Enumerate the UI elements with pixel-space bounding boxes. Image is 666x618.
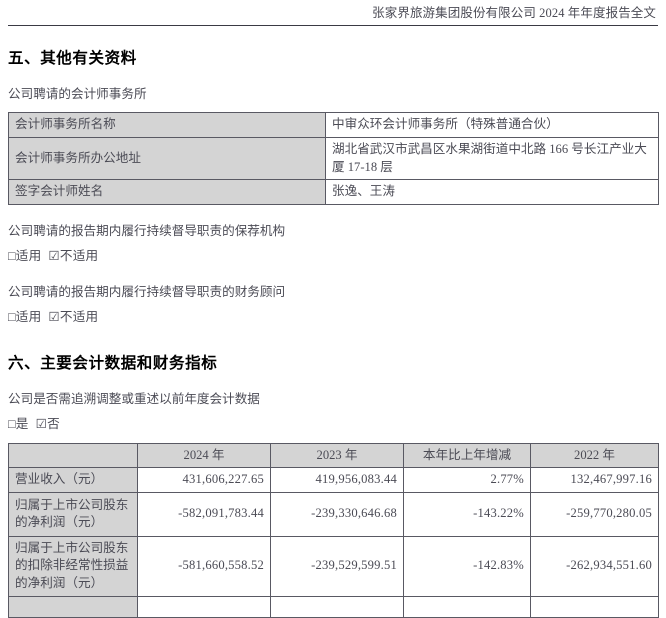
restatement-question-text: 公司是否需追溯调整或重述以前年度会计数据 [8, 392, 260, 406]
row-label-partial [8, 595, 138, 618]
sponsor-applicable-checkbox[interactable]: □适用 [8, 249, 42, 264]
sponsor-question-text: 公司聘请的报告期内履行持续督导职责的保荐机构 [8, 224, 286, 238]
partial-yoy-change [403, 595, 531, 618]
auditor-intro-text: 公司聘请的会计师事务所 [8, 86, 147, 101]
table-row: 归属于上市公司股东的扣除非经常性损益的净利润（元） -581,660,558.5… [8, 535, 659, 597]
advisor-applicable-checkbox[interactable]: □适用 [8, 309, 42, 324]
row-label-net-profit: 归属于上市公司股东的净利润（元） [8, 491, 138, 537]
table-row: 会计师事务所办公地址 湖北省武汉市武昌区水果湖街道中北路 166 号长江产业大厦… [8, 137, 659, 181]
table-row: 归属于上市公司股东的净利润（元） -582,091,783.44 -239,33… [8, 491, 659, 537]
table-row [8, 595, 659, 618]
table-row: 签字会计师姓名 张逸、王涛 [8, 179, 659, 205]
net-profit-yoy-change: -143.22% [403, 491, 531, 537]
row-label-net-profit-excl-nonrecurring: 归属于上市公司股东的扣除非经常性损益的净利润（元） [8, 535, 138, 597]
financial-advisor-choice-row: □适用 ☑不适用 [8, 308, 658, 326]
auditor-address-label: 会计师事务所办公地址 [8, 137, 326, 181]
signing-accountant-value: 张逸、王涛 [325, 179, 659, 205]
partial-2022 [530, 595, 659, 618]
financial-advisor-question-text: 公司聘请的报告期内履行持续督导职责的财务顾问 [8, 284, 286, 299]
restatement-no-checkbox[interactable]: ☑否 [35, 417, 60, 432]
running-header: 张家界旅游集团股份有限公司 2024 年年度报告全文 [8, 0, 658, 22]
partial-2023 [270, 595, 404, 618]
column-header-2023: 2023 年 [270, 442, 404, 469]
column-header-blank [8, 442, 138, 469]
revenue-2022: 132,467,997.16 [530, 467, 659, 493]
partial-2024 [137, 595, 271, 618]
sponsor-not-applicable-checkbox[interactable]: ☑不适用 [48, 249, 99, 264]
row-label-revenue: 营业收入（元） [8, 467, 138, 493]
revenue-yoy-change: 2.77% [403, 467, 531, 493]
net-profit-2023: -239,330,646.68 [270, 491, 404, 537]
column-header-yoy-change: 本年比上年增减 [403, 442, 531, 469]
restatement-choice-row: □是 ☑否 [8, 415, 658, 433]
net-profit-excl-2022: -262,934,551.60 [530, 535, 659, 597]
revenue-2024: 431,606,227.65 [137, 467, 271, 493]
net-profit-2022: -259,770,280.05 [530, 491, 659, 537]
auditor-name-label: 会计师事务所名称 [8, 112, 326, 139]
header-divider [8, 24, 658, 26]
running-header-title: 张家界旅游集团股份有限公司 2024 年年度报告全文 [372, 6, 656, 20]
column-header-2024: 2024 年 [137, 442, 271, 469]
advisor-not-applicable-checkbox[interactable]: ☑不适用 [48, 309, 99, 324]
financial-indicators-table: 2024 年 2023 年 本年比上年增减 2022 年 营业收入（元） 431… [8, 442, 659, 618]
sponsor-choice-row: □适用 ☑不适用 [8, 247, 658, 265]
net-profit-excl-yoy-change: -142.83% [403, 535, 531, 597]
column-header-2022: 2022 年 [530, 442, 659, 469]
document-page: 张家界旅游集团股份有限公司 2024 年年度报告全文 五、其他有关资料 公司聘请… [8, 0, 659, 618]
auditor-address-value: 湖北省武汉市武昌区水果湖街道中北路 166 号长江产业大厦 17-18 层 [325, 137, 659, 181]
section-five-heading: 五、其他有关资料 [8, 49, 137, 67]
table-header-row: 2024 年 2023 年 本年比上年增减 2022 年 [8, 442, 659, 469]
table-row: 会计师事务所名称 中审众环会计师事务所（特殊普通合伙） [8, 112, 659, 139]
restatement-yes-checkbox[interactable]: □是 [8, 417, 29, 432]
revenue-2023: 419,956,083.44 [270, 467, 404, 493]
net-profit-excl-2024: -581,660,558.52 [137, 535, 271, 597]
table-row: 营业收入（元） 431,606,227.65 419,956,083.44 2.… [8, 467, 659, 493]
net-profit-2024: -582,091,783.44 [137, 491, 271, 537]
auditor-table: 会计师事务所名称 中审众环会计师事务所（特殊普通合伙） 会计师事务所办公地址 湖… [8, 112, 659, 205]
net-profit-excl-2023: -239,529,599.51 [270, 535, 404, 597]
signing-accountant-label: 签字会计师姓名 [8, 179, 326, 205]
section-six-heading: 六、主要会计数据和财务指标 [8, 355, 218, 372]
auditor-name-value: 中审众环会计师事务所（特殊普通合伙） [325, 112, 659, 139]
